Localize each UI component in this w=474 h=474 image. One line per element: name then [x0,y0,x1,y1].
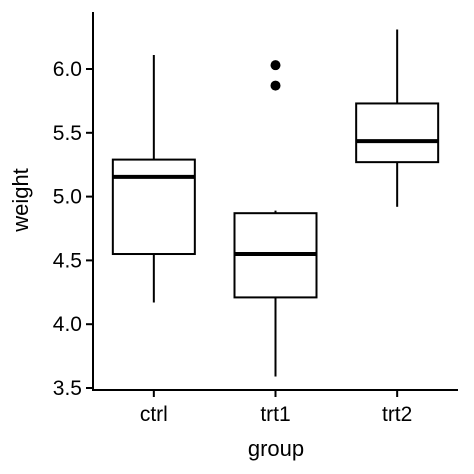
box-trt2 [355,29,440,207]
outlier-point [270,80,281,91]
x-axis-title: group [248,436,304,461]
y-tick-label: 5.5 [53,122,82,145]
box-ctrl [111,54,196,303]
x-tick-label: trt1 [260,403,290,426]
y-ticks: 3.5 4.0 4.5 5.0 5.5 6.0 [53,58,93,400]
x-ticks: ctrl trt1 trt2 [140,390,412,426]
y-tick-label: 3.5 [53,377,82,400]
y-tick-label: 6.0 [53,58,82,81]
iqr-box [111,158,196,256]
x-tick-label: ctrl [140,403,168,426]
box-trt1 [233,60,318,377]
y-tick-label: 4.5 [53,249,82,272]
x-tick-label: trt2 [382,403,412,426]
boxes [111,29,440,377]
y-tick-label: 4.0 [53,313,82,336]
outlier-point [270,60,281,71]
y-axis-title: weight [8,168,33,233]
y-tick-label: 5.0 [53,186,82,209]
iqr-box [355,102,440,164]
